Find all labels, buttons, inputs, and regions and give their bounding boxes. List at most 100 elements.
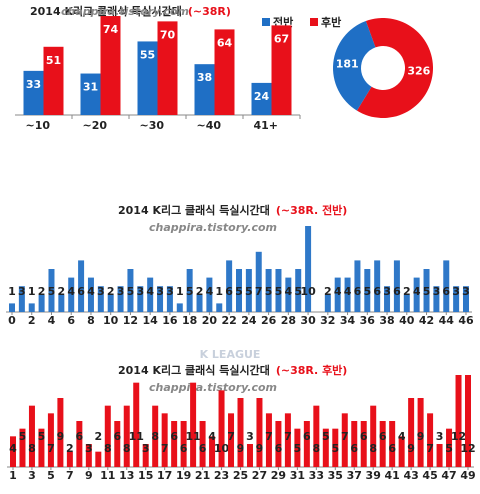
x-tick-label: 35 <box>328 469 343 482</box>
x-tick-label: 6 <box>67 314 75 327</box>
bar-value: 4 <box>206 285 214 298</box>
x-tick-label: 40 <box>399 314 415 327</box>
bar <box>236 269 242 312</box>
bar <box>275 269 282 312</box>
bar-value: 5 <box>265 285 273 298</box>
bar-value: 1 <box>215 285 223 298</box>
bar <box>245 269 252 312</box>
bar <box>436 444 443 467</box>
subtitle-text: (~38R. 전반) <box>276 203 348 217</box>
x-tick-label: 0 <box>8 314 16 327</box>
bar <box>9 303 15 312</box>
x-tick-label: 43 <box>403 469 418 482</box>
bar-value: 6 <box>77 285 85 298</box>
bar <box>68 277 75 312</box>
subtitle-text: (~38R) <box>188 5 231 18</box>
bar-value: 3 <box>383 285 391 298</box>
x-tick-label: 42 <box>419 314 434 327</box>
bar <box>78 260 85 312</box>
x-tick-label: 23 <box>214 469 229 482</box>
bar <box>265 413 272 467</box>
bar-value: 2 <box>107 285 115 298</box>
bar <box>275 421 282 467</box>
pie-slice <box>333 21 376 111</box>
bar-value: 5 <box>363 285 371 298</box>
x-tick-label: 3 <box>28 469 36 482</box>
bar <box>324 294 331 312</box>
bar <box>186 269 193 312</box>
bar <box>194 64 215 115</box>
x-tick-label: 20 <box>202 314 218 327</box>
bar-value: 4 <box>9 442 17 455</box>
bar-value: 8 <box>151 430 159 443</box>
bar <box>23 70 44 115</box>
bar-value: 9 <box>237 442 245 455</box>
bar <box>218 390 225 467</box>
bar <box>246 444 253 467</box>
bar-value: 4 <box>413 285 421 298</box>
logo: K LEAGUE <box>200 348 261 361</box>
bar-value: 6 <box>388 442 396 455</box>
bar-value: 6 <box>113 430 121 443</box>
x-tick-label: ~20 <box>83 119 108 132</box>
x-tick-label: 1 <box>9 469 17 482</box>
bar <box>85 444 92 467</box>
bar-value: 7 <box>426 442 434 455</box>
bar <box>334 277 341 312</box>
bar-value: 5 <box>235 285 243 298</box>
x-tick-label: 17 <box>157 469 172 482</box>
bar-value: 6 <box>170 430 178 443</box>
bar <box>417 398 424 467</box>
bar-value: 5 <box>294 285 302 298</box>
bar <box>48 269 55 312</box>
bar-value: 7 <box>161 442 169 455</box>
bar <box>127 269 134 312</box>
bar-value: 6 <box>76 430 84 443</box>
bar-value: 4 <box>146 285 154 298</box>
x-tick-label: 19 <box>176 469 191 482</box>
bar-value: 5 <box>186 285 194 298</box>
bar-value: 4 <box>208 430 216 443</box>
bar <box>265 269 272 312</box>
bar <box>351 421 358 467</box>
bar-value: 6 <box>354 285 362 298</box>
x-tick-label: 14 <box>143 314 159 327</box>
bar <box>10 436 16 467</box>
bar <box>403 294 410 312</box>
bar-value: 1 <box>8 285 16 298</box>
bar-value: 9 <box>407 442 415 455</box>
bar-value: 6 <box>393 285 401 298</box>
bar <box>379 421 386 467</box>
bar-value: 8 <box>313 442 321 455</box>
bar <box>80 73 101 115</box>
x-tick-label: 26 <box>261 314 277 327</box>
bar-value: 5 <box>294 442 302 455</box>
bar-value: 2 <box>324 285 332 298</box>
bar <box>190 382 197 467</box>
bar-value: 5 <box>38 430 46 443</box>
bar <box>28 405 35 467</box>
x-tick-label: 44 <box>439 314 455 327</box>
bar <box>255 251 262 312</box>
bar <box>180 421 187 467</box>
bar-value: 7 <box>284 430 292 443</box>
bar <box>117 286 124 312</box>
bar <box>295 269 302 312</box>
bar-value: 3 <box>85 442 93 455</box>
bar-value: 7 <box>227 430 235 443</box>
bar-value: 9 <box>417 430 425 443</box>
bar-value: 1 <box>176 285 184 298</box>
bar <box>100 16 121 115</box>
bar-value: 6 <box>199 442 207 455</box>
bar <box>43 46 64 115</box>
bar <box>57 398 64 467</box>
bar-value: 64 <box>217 36 233 49</box>
bar-value: 3 <box>117 285 125 298</box>
bar-value: 7 <box>265 430 273 443</box>
bar-value: 5 <box>331 442 339 455</box>
bar <box>87 277 94 312</box>
bar-value: 33 <box>26 78 41 91</box>
bar <box>47 413 54 467</box>
x-tick-label: 47 <box>441 469 456 482</box>
bar <box>142 444 149 467</box>
